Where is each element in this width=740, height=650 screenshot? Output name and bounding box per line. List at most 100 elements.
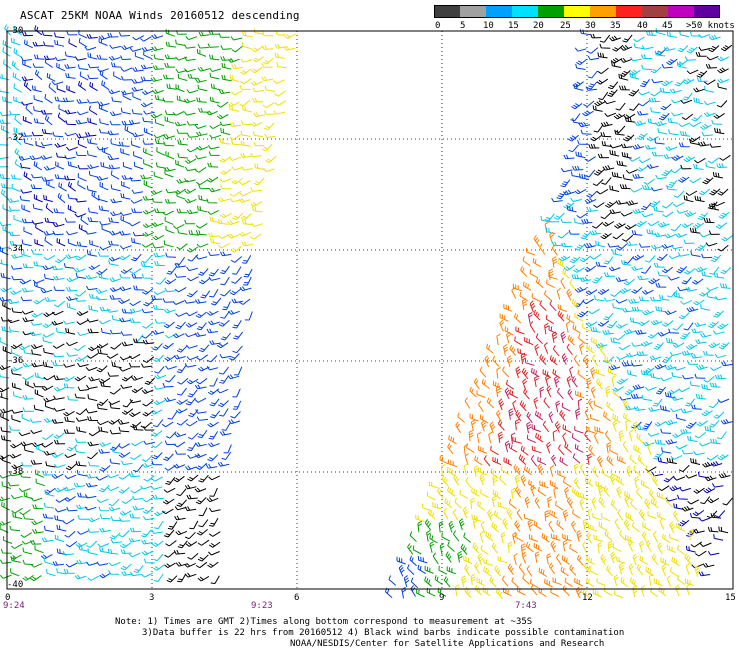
wind-barb (30, 429, 43, 434)
wind-barb (229, 134, 241, 141)
wind-barb (98, 273, 109, 280)
wind-barb (186, 209, 199, 215)
wind-barb (702, 562, 715, 568)
wind-barb (690, 353, 703, 359)
wind-barb (609, 473, 616, 486)
wind-barb (643, 367, 655, 374)
longitude-label: 15 (725, 593, 736, 603)
wind-barb (54, 515, 65, 522)
wind-barb (498, 398, 505, 411)
wind-barb (671, 396, 684, 401)
wind-barb (511, 287, 517, 299)
wind-barb (196, 97, 207, 103)
wind-barb (601, 468, 611, 478)
wind-barb (606, 401, 614, 412)
wind-barb (20, 441, 33, 447)
wind-barb (640, 370, 652, 376)
wind-barb (615, 299, 628, 304)
wind-barb (218, 233, 231, 239)
wind-barb (638, 509, 646, 521)
wind-barb (486, 397, 495, 409)
wind-barb (708, 230, 720, 235)
wind-barb (446, 466, 456, 477)
wind-barb (560, 179, 571, 188)
wind-barb (22, 116, 32, 124)
wind-barb (632, 585, 638, 598)
wind-barb (32, 63, 44, 68)
wind-barb (614, 334, 626, 341)
wind-barb (141, 90, 154, 96)
wind-barb (563, 154, 575, 160)
colorbar-swatch (486, 5, 512, 18)
wind-barb (424, 519, 432, 531)
wind-barb (708, 45, 720, 53)
wind-barb (241, 219, 253, 225)
wind-barb (132, 425, 144, 431)
wind-barb (63, 383, 75, 389)
wind-barb (131, 86, 144, 92)
wind-barb (19, 509, 31, 516)
wind-barb (534, 410, 544, 421)
wind-barb (429, 534, 438, 544)
colorbar-swatch (434, 5, 460, 18)
wind-barb (87, 548, 98, 556)
wind-barb (165, 252, 177, 258)
wind-barb (707, 551, 720, 556)
wind-barb (240, 58, 253, 63)
wind-barb (251, 66, 263, 74)
wind-barb (232, 400, 242, 410)
wind-barb (0, 454, 10, 460)
wind-barb (64, 217, 76, 223)
wind-barb (239, 84, 251, 90)
wind-barb (635, 220, 647, 228)
colorbar-label: 20 (533, 21, 544, 31)
wind-barb (173, 463, 186, 469)
wind-barb (198, 184, 210, 190)
wind-barb (250, 187, 262, 192)
wind-barb (601, 141, 613, 147)
wind-barb (78, 80, 87, 91)
wind-barb (88, 264, 101, 271)
wind-barb (417, 556, 428, 564)
wind-barb (175, 39, 186, 46)
wind-barb (511, 487, 516, 500)
wind-barb (0, 387, 10, 393)
wind-barb (592, 221, 604, 229)
wind-barb (210, 297, 222, 306)
wind-barb (564, 577, 573, 588)
wind-barb (221, 74, 232, 82)
wind-barb (78, 545, 89, 552)
wind-barb (653, 578, 663, 587)
wind-barb (219, 353, 232, 359)
wind-barb (198, 519, 209, 528)
wind-barb (118, 299, 130, 304)
wind-barb (403, 575, 410, 587)
wind-barb (629, 429, 634, 442)
wind-barb (263, 110, 276, 115)
wind-barb (155, 277, 167, 285)
wind-barb (229, 190, 242, 197)
wind-barb (628, 563, 634, 576)
wind-barb (648, 97, 660, 103)
wind-barb (690, 250, 701, 257)
wind-barb (601, 177, 612, 185)
wind-barb (514, 474, 521, 487)
wind-barb (253, 112, 266, 118)
wind-barb (633, 36, 645, 43)
wind-barb (522, 256, 531, 267)
wind-barb (177, 377, 189, 385)
wind-barb (231, 45, 243, 53)
wind-barb (682, 78, 695, 85)
wind-barb (197, 575, 210, 582)
wind-barb (696, 420, 708, 427)
wind-barb (543, 290, 552, 301)
wind-barb (703, 376, 715, 383)
wind-barb (641, 394, 652, 401)
wind-barb (174, 121, 187, 127)
wind-barb (593, 534, 603, 542)
wind-barb (220, 276, 230, 286)
wind-barb (120, 267, 133, 274)
wind-barb (660, 377, 673, 382)
wind-barb (118, 443, 130, 449)
wind-barb (552, 256, 558, 268)
